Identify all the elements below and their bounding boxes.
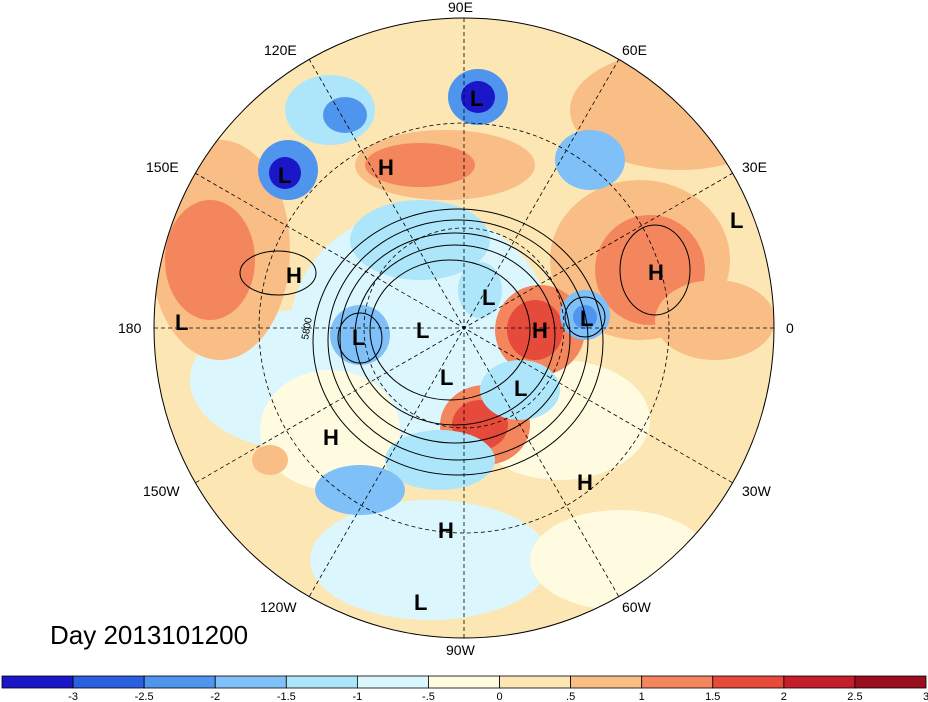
colorbar-tick-label: -2 [210,691,220,702]
colorbar-box [428,675,500,689]
colorbar-box [356,675,429,689]
colorbar-box [783,675,856,689]
pressure-center-high: H [577,470,593,495]
pressure-center-low: L [730,208,743,233]
lon-label-120w: 120W [260,599,297,615]
lon-label-30w: 30W [742,483,772,499]
colorbar-tick-labels: -3 -2.5 -2 -1.5 -1 -.5 0 .5 1 1.5 2 2.5 3 [68,691,928,702]
anomaly-field [154,18,774,638]
pressure-center-high: H [532,318,548,343]
colorbar-tick-label: 3 [923,691,928,702]
pressure-center-low: L [482,285,495,310]
pressure-centers: L L H L H L H L L L H L L L H H H L [175,86,743,615]
colorbar-tick-label: 1 [639,691,645,702]
date-title: Day 2013101200 [50,620,249,650]
colorbar-boxes [1,675,927,689]
pressure-center-low: L [175,310,188,335]
colorbar-tick-label: 2.5 [847,691,862,702]
pressure-center-low: L [580,306,593,331]
lon-label-30e: 30E [742,159,767,175]
pressure-center-low: L [416,318,429,343]
pressure-center-low: L [470,86,483,111]
pressure-center-high: H [438,518,454,543]
pressure-center-low: L [440,365,453,390]
colorbar-tick-label: -1.5 [277,691,296,702]
lon-label-120e: 120E [264,42,297,58]
pressure-center-low: L [414,590,427,615]
colorbar-box [499,675,572,689]
graticule [154,18,774,638]
colorbar-tick-label: -.5 [422,691,435,702]
colorbar-tick-label: -2.5 [135,691,154,702]
lon-label-90w: 90W [446,642,476,658]
height-contours [239,208,691,476]
lon-label-150w: 150W [143,483,180,499]
lon-label-90e: 90E [448,0,473,15]
map-boundary [153,17,775,639]
lon-label-60w: 60W [622,599,652,615]
pressure-center-low: L [278,163,291,188]
pressure-center-high: H [286,263,302,288]
pressure-center-low: L [352,325,365,350]
lon-label-60e: 60E [622,42,647,58]
pressure-center-low: L [514,376,527,401]
colorbar-box [143,675,216,689]
colorbar-box [285,675,358,689]
pressure-center-high: H [378,155,394,180]
colorbar-box [854,675,927,689]
lon-label-0: 0 [786,320,794,336]
colorbar-box [72,675,145,689]
contour-label: 5800 [300,316,315,340]
longitude-labels: 90E 60E 30E 0 30W 60W 90W 120W 150W 180 … [118,0,794,658]
pressure-center-high: H [648,260,664,285]
colorbar-tick-label: 1.5 [705,691,720,702]
pressure-center-high: H [323,425,339,450]
colorbar-tick-label: 0 [496,691,502,702]
colorbar-tick-label: .5 [566,691,575,702]
lon-label-180: 180 [118,320,142,336]
colorbar-box [641,675,714,689]
colorbar-box [712,675,785,689]
colorbar-box [570,675,643,689]
colorbar-tick-label: -3 [68,691,78,702]
colorbar: -3 -2.5 -2 -1.5 -1 -.5 0 .5 1 1.5 2 2.5 3 [1,675,928,702]
lon-label-150e: 150E [146,159,179,175]
colorbar-tick-label: -1 [352,691,362,702]
colorbar-tick-label: 2 [781,691,787,702]
colorbar-box [1,675,74,689]
colorbar-box [214,675,287,689]
